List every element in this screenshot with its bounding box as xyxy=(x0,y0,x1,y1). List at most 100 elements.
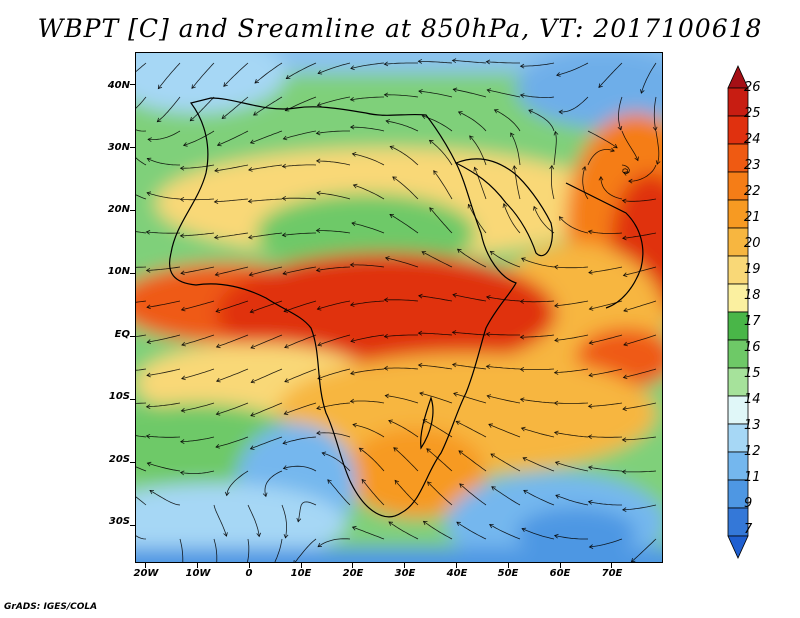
cbar-label-24: 24 xyxy=(744,132,761,147)
streamline-arrowhead xyxy=(452,292,457,298)
streamline xyxy=(429,207,453,234)
streamline xyxy=(146,266,181,271)
lon-tick xyxy=(611,563,613,568)
streamline xyxy=(317,368,351,380)
streamline xyxy=(215,300,249,312)
lat-tick xyxy=(130,272,135,274)
streamline xyxy=(180,198,215,201)
streamline-arrowhead xyxy=(421,114,427,120)
streamline-arrowhead xyxy=(281,195,287,201)
streamline-arrowhead xyxy=(422,520,428,526)
streamline-arrowhead xyxy=(392,176,397,181)
streamline-arrowhead xyxy=(389,214,394,219)
streamline xyxy=(322,452,351,472)
streamline xyxy=(350,368,385,375)
streamline-arrowhead xyxy=(587,499,593,505)
streamline-arrowhead xyxy=(628,178,633,184)
streamline xyxy=(250,436,283,450)
streamline xyxy=(283,130,317,140)
cbar-label-19: 19 xyxy=(744,262,761,277)
streamline-arrowhead xyxy=(452,87,458,93)
streamline-arrowhead xyxy=(553,400,559,406)
streamline xyxy=(486,296,521,302)
streamline-arrowhead xyxy=(349,96,355,102)
streamline xyxy=(422,115,453,132)
streamline-arrowhead xyxy=(389,145,395,150)
streamline xyxy=(282,232,316,236)
lat-label-30n: 30N xyxy=(107,142,130,153)
streamline-arrowhead xyxy=(451,330,457,335)
streamline xyxy=(486,333,520,336)
streamline xyxy=(216,334,249,348)
streamline xyxy=(494,109,521,132)
streamline-arrowhead xyxy=(284,343,289,349)
streamline xyxy=(180,436,215,443)
lat-label-10s: 10S xyxy=(108,391,130,402)
streamline-arrowhead xyxy=(519,63,525,69)
streamline-arrowhead xyxy=(533,205,538,211)
streamline xyxy=(216,402,249,415)
streamline xyxy=(553,131,557,166)
streamline xyxy=(392,176,419,200)
streamline xyxy=(589,368,623,376)
streamline-arrowhead xyxy=(253,111,258,116)
colorbar xyxy=(727,65,749,559)
streamline-arrowhead xyxy=(522,457,528,462)
lon-tick xyxy=(352,563,354,568)
streamline-arrowhead xyxy=(181,375,186,381)
streamline xyxy=(214,198,249,203)
streamline xyxy=(385,395,419,404)
streamline xyxy=(600,176,623,200)
streamline xyxy=(491,486,521,506)
streamline-arrowhead xyxy=(634,156,639,162)
streamline-arrowhead xyxy=(385,119,390,124)
streamline xyxy=(327,479,351,506)
streamline-arrowhead xyxy=(549,164,555,170)
streamline xyxy=(388,420,419,438)
map-plot[interactable] xyxy=(135,52,663,563)
streamline xyxy=(136,334,147,337)
streamline-arrowhead xyxy=(554,337,559,343)
streamline-arrowhead xyxy=(621,198,627,204)
streamline xyxy=(146,300,181,308)
streamline-arrowhead xyxy=(383,297,389,303)
streamline-arrowhead xyxy=(283,410,289,416)
streamline xyxy=(282,436,317,444)
streamline xyxy=(459,483,487,506)
streamline-arrowhead xyxy=(519,93,525,98)
lon-tick xyxy=(197,563,199,568)
streamline-arrowhead xyxy=(223,82,228,87)
streamline xyxy=(316,230,351,234)
streamline-arrowhead xyxy=(613,143,618,149)
streamline-arrowhead xyxy=(282,135,288,141)
streamline-arrowhead xyxy=(622,374,628,380)
streamline xyxy=(253,96,283,116)
streamline-arrowhead xyxy=(349,302,355,307)
streamline-arrowhead xyxy=(623,341,628,347)
streamline xyxy=(284,334,317,348)
streamline-arrowhead xyxy=(488,423,493,428)
lon-label-40e: 40E xyxy=(446,568,468,579)
streamline-arrowhead xyxy=(512,165,518,170)
streamline xyxy=(316,130,350,134)
streamline-arrowhead xyxy=(469,135,474,140)
lon-label-70e: 70E xyxy=(601,568,623,579)
streamline xyxy=(589,334,623,344)
streamline xyxy=(457,248,487,268)
lon-tick xyxy=(404,563,406,568)
streamline xyxy=(146,368,181,376)
streamline-arrowhead xyxy=(317,542,323,548)
streamline xyxy=(388,521,419,540)
streamline xyxy=(554,300,589,307)
streamline xyxy=(136,435,147,438)
streamline-arrowhead xyxy=(248,167,253,172)
streamline xyxy=(426,448,453,472)
streamline-arrowhead xyxy=(417,58,423,64)
streamline-arrowhead xyxy=(457,111,463,116)
streamline-arrowhead xyxy=(351,221,356,227)
streamline xyxy=(588,501,622,506)
streamline xyxy=(147,158,180,166)
streamline xyxy=(316,192,351,200)
streamline xyxy=(588,230,623,234)
streamline-arrowhead xyxy=(180,439,185,444)
